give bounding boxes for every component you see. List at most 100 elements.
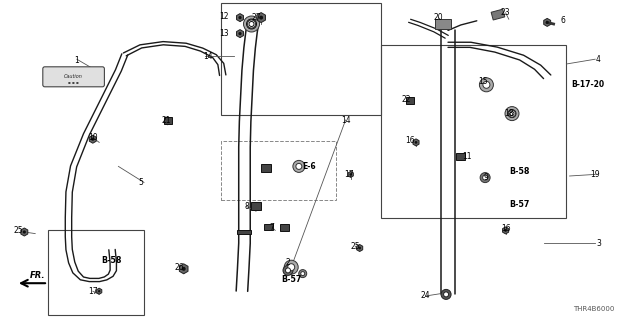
Text: 9: 9 — [484, 173, 489, 182]
Circle shape — [441, 289, 451, 300]
Circle shape — [259, 16, 263, 20]
Text: 18: 18 — [504, 109, 513, 118]
Text: FR.: FR. — [29, 271, 45, 280]
Bar — [237, 230, 251, 234]
Polygon shape — [413, 139, 419, 146]
Bar — [280, 224, 289, 231]
Bar — [491, 9, 505, 20]
Text: 12: 12 — [220, 12, 228, 20]
Circle shape — [239, 32, 242, 35]
Text: 13: 13 — [219, 29, 229, 38]
Circle shape — [415, 141, 417, 144]
Text: 25: 25 — [350, 242, 360, 251]
Bar — [251, 203, 261, 211]
Text: 5: 5 — [138, 178, 143, 187]
Text: 6: 6 — [561, 16, 566, 25]
Circle shape — [243, 16, 260, 32]
Polygon shape — [502, 227, 509, 234]
Circle shape — [248, 20, 255, 28]
Text: 24: 24 — [420, 292, 431, 300]
Bar — [260, 164, 271, 172]
Text: 22: 22 — [402, 95, 411, 104]
Circle shape — [358, 247, 361, 249]
Circle shape — [509, 110, 515, 117]
Circle shape — [483, 81, 490, 88]
Circle shape — [299, 269, 307, 277]
Circle shape — [505, 107, 519, 121]
Text: 1: 1 — [74, 56, 79, 65]
Circle shape — [349, 173, 352, 176]
Polygon shape — [348, 172, 353, 177]
Circle shape — [504, 229, 507, 232]
Bar — [221, 141, 336, 200]
Bar — [435, 19, 451, 29]
Circle shape — [508, 109, 516, 118]
Text: B-17-20: B-17-20 — [572, 80, 605, 89]
Text: 26: 26 — [174, 263, 184, 272]
Bar — [406, 97, 413, 104]
Circle shape — [284, 260, 298, 274]
Circle shape — [296, 164, 302, 169]
Circle shape — [91, 138, 95, 141]
Text: 19: 19 — [590, 170, 600, 179]
Text: 14: 14 — [340, 116, 351, 124]
Polygon shape — [179, 264, 188, 274]
Polygon shape — [544, 19, 550, 27]
Text: 23: 23 — [500, 8, 511, 17]
FancyBboxPatch shape — [43, 67, 104, 87]
Text: 20: 20 — [433, 13, 444, 22]
Bar — [221, 3, 381, 115]
Text: 16: 16 — [404, 136, 415, 145]
Text: 15: 15 — [478, 77, 488, 86]
Polygon shape — [257, 12, 266, 23]
Text: Caution: Caution — [64, 74, 83, 79]
Circle shape — [98, 290, 100, 292]
Text: 3: 3 — [596, 239, 601, 248]
Text: B-58: B-58 — [509, 167, 529, 176]
Text: B-57: B-57 — [281, 276, 301, 284]
Text: 27: 27 — [251, 13, 261, 22]
Text: 2: 2 — [285, 258, 291, 267]
Text: 17: 17 — [344, 170, 354, 179]
Bar — [264, 224, 273, 230]
Circle shape — [545, 21, 549, 24]
Text: 11: 11 — [463, 152, 472, 161]
Circle shape — [293, 160, 305, 172]
Circle shape — [283, 265, 293, 276]
Circle shape — [249, 21, 254, 27]
Text: 25: 25 — [13, 226, 23, 235]
Circle shape — [444, 292, 449, 297]
Text: 4: 4 — [596, 55, 601, 64]
Bar — [48, 230, 144, 315]
Text: 10: 10 — [88, 133, 98, 142]
Text: 17: 17 — [88, 287, 98, 296]
Circle shape — [288, 264, 294, 271]
Circle shape — [246, 19, 257, 29]
Circle shape — [239, 16, 242, 19]
Text: 8: 8 — [244, 202, 249, 211]
Circle shape — [23, 230, 26, 234]
Text: THR4B6000: THR4B6000 — [573, 306, 614, 312]
Bar — [381, 45, 566, 218]
Polygon shape — [356, 244, 363, 252]
Bar — [456, 153, 465, 160]
Text: B-58: B-58 — [102, 256, 122, 265]
Circle shape — [182, 267, 186, 271]
Circle shape — [301, 272, 305, 276]
Polygon shape — [21, 228, 28, 236]
Circle shape — [483, 175, 488, 180]
Polygon shape — [97, 288, 102, 294]
Polygon shape — [237, 14, 243, 22]
Polygon shape — [237, 30, 243, 38]
Text: 16: 16 — [500, 224, 511, 233]
Bar — [164, 116, 172, 124]
Text: 14: 14 — [203, 52, 213, 60]
Text: B-57: B-57 — [509, 200, 529, 209]
Circle shape — [285, 268, 291, 273]
Polygon shape — [90, 135, 96, 143]
Text: 7: 7 — [269, 223, 275, 232]
Text: ▪ ▪ ▪: ▪ ▪ ▪ — [68, 81, 79, 84]
Circle shape — [479, 78, 493, 92]
Text: E-6: E-6 — [303, 162, 316, 171]
Text: 21: 21 — [162, 116, 171, 124]
